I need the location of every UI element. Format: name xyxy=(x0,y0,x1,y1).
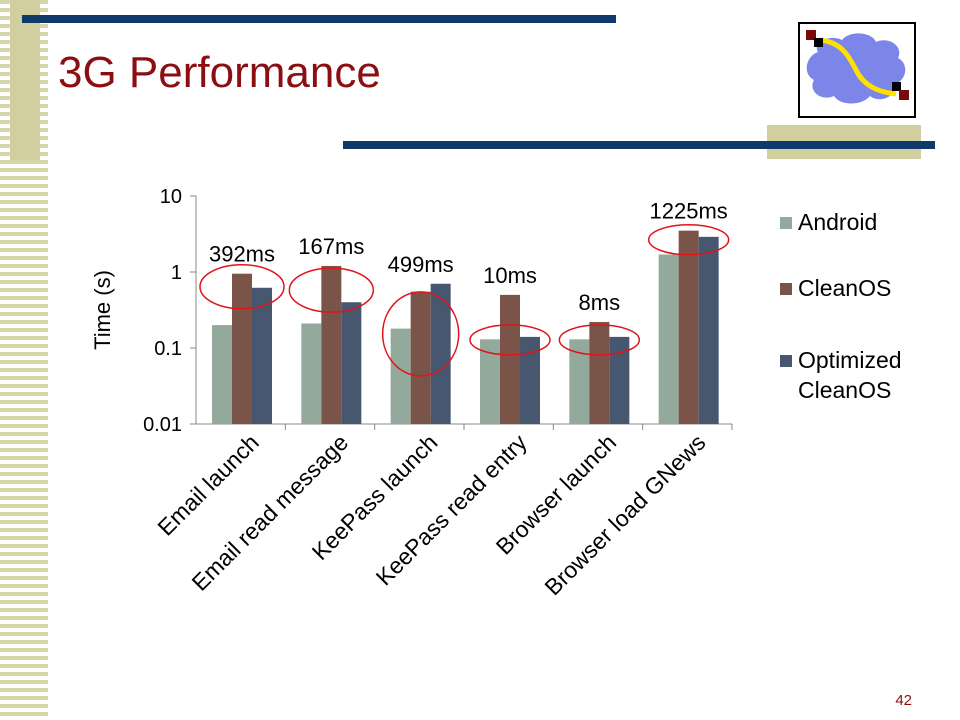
bar-optimized-cleanos xyxy=(609,336,630,424)
legend-label: Optimized xyxy=(798,347,902,373)
y-tick-label: 0.01 xyxy=(143,414,182,436)
legend-label: CleanOS xyxy=(798,377,891,403)
y-axis-title: Time (s) xyxy=(90,270,115,350)
legend-swatch xyxy=(780,283,792,295)
bar-cleanos xyxy=(410,291,431,424)
highlight-ellipse xyxy=(647,224,730,256)
y-tick-label: 1 xyxy=(171,262,182,284)
bar-cleanos xyxy=(500,294,520,424)
bar-optimized-cleanos xyxy=(698,236,719,424)
highlight-ellipse xyxy=(288,267,375,313)
bar-optimized-cleanos xyxy=(520,336,540,424)
x-category-label: Browser load GNews xyxy=(539,429,710,600)
bar-cleanos xyxy=(232,273,252,424)
bar-android xyxy=(212,325,232,424)
data-annotation-label: 499ms xyxy=(388,252,454,277)
bar-android xyxy=(301,323,322,424)
legend-swatch xyxy=(780,217,792,229)
data-annotation-label: 8ms xyxy=(579,290,621,315)
data-annotation-label: 1225ms xyxy=(650,199,728,224)
x-category-label: Email read message xyxy=(187,429,354,596)
bar-cleanos xyxy=(589,321,610,424)
left-block-decoration xyxy=(10,0,40,160)
mid-accent-bar xyxy=(343,141,935,149)
bar-optimized-cleanos xyxy=(252,287,272,424)
highlight-ellipse xyxy=(199,263,285,310)
bar-optimized-cleanos xyxy=(430,283,451,424)
bar-android xyxy=(658,254,679,424)
bar-optimized-cleanos xyxy=(341,302,362,424)
bar-android xyxy=(390,328,411,424)
bar-cleanos xyxy=(321,265,342,424)
highlight-ellipse xyxy=(558,324,641,356)
bar-android xyxy=(480,339,500,424)
top-accent-bar xyxy=(22,15,616,23)
legend-label: CleanOS xyxy=(798,275,891,301)
bar-android xyxy=(569,339,590,424)
slide-title: 3G Performance xyxy=(58,48,381,97)
y-tick-label: 10 xyxy=(160,186,182,208)
data-annotation-label: 167ms xyxy=(298,234,364,259)
highlight-ellipse xyxy=(469,324,551,356)
x-category-label: KeePass read entry xyxy=(371,429,533,591)
highlight-ellipse xyxy=(381,291,460,377)
bar-cleanos xyxy=(678,230,699,424)
page-number: 42 xyxy=(895,692,912,709)
network-cloud-logo-icon xyxy=(798,22,916,118)
legend-swatch xyxy=(780,355,792,367)
data-annotation-label: 10ms xyxy=(483,263,537,288)
legend-label: Android xyxy=(798,209,877,235)
data-annotation-label: 392ms xyxy=(209,242,275,267)
y-tick-label: 0.1 xyxy=(154,338,182,360)
